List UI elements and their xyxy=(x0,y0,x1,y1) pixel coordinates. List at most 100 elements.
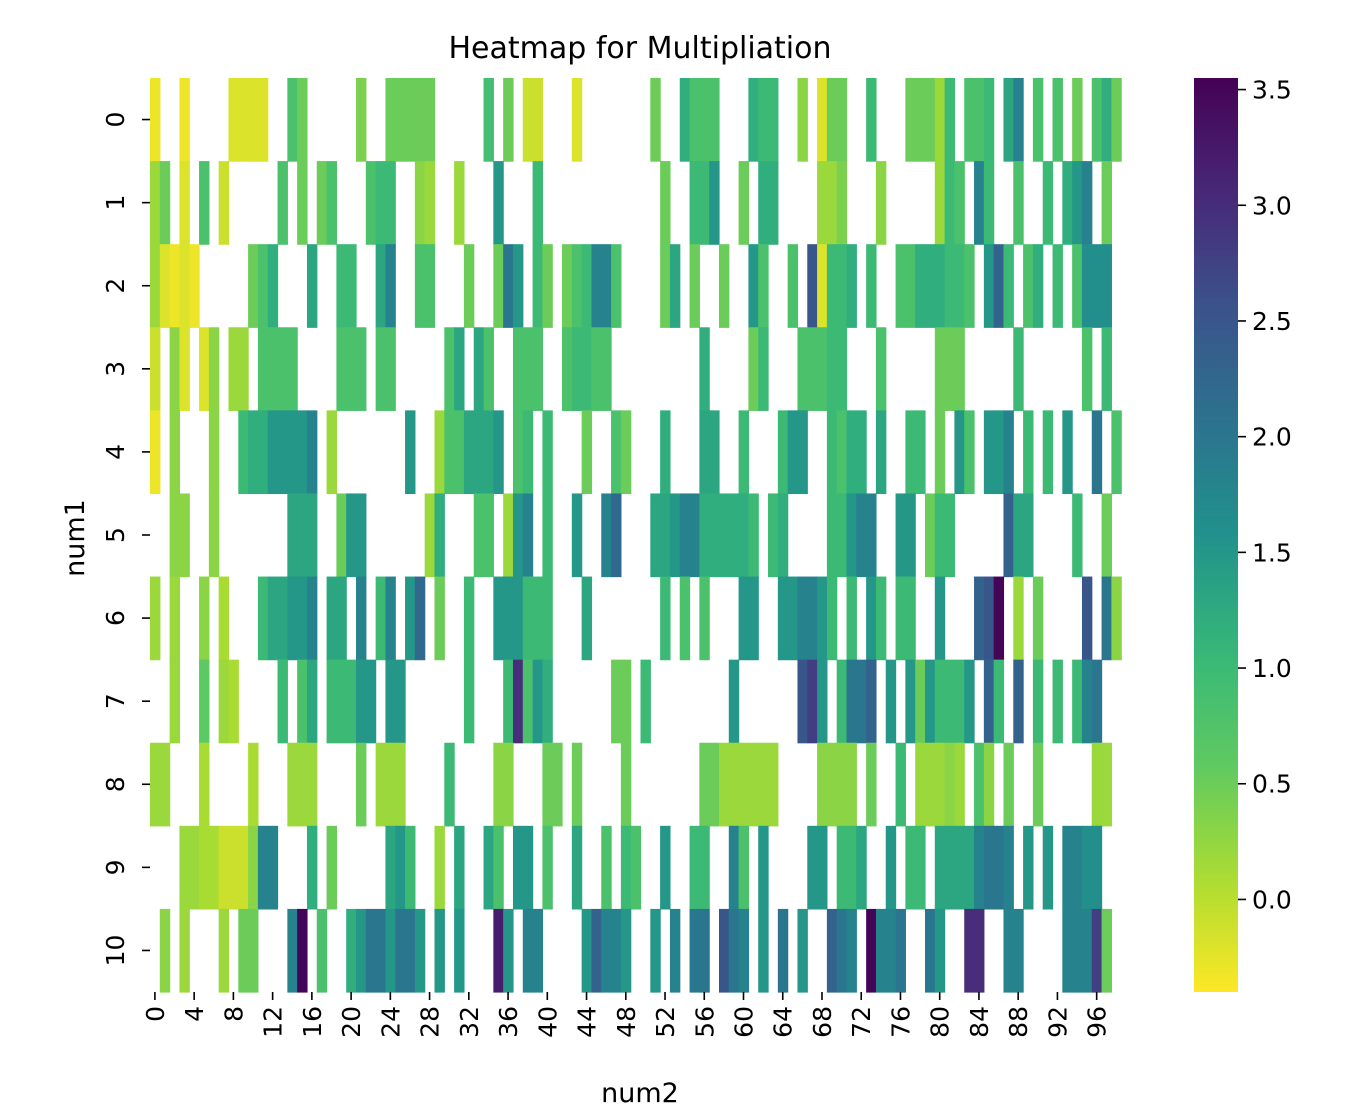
heatmap-cell xyxy=(483,825,494,910)
heatmap-cell xyxy=(434,493,445,578)
heatmap-cell xyxy=(405,576,416,661)
heatmap-cell xyxy=(768,161,779,245)
heatmap-cell xyxy=(287,908,298,993)
heatmap-cell xyxy=(159,244,171,328)
heatmap-cell xyxy=(1042,825,1054,910)
heatmap-cell xyxy=(836,244,848,328)
heatmap-cell xyxy=(257,825,269,910)
heatmap-cell xyxy=(385,825,396,910)
heatmap-cell xyxy=(1032,78,1044,162)
x-tick-label: 80 xyxy=(926,1006,955,1038)
heatmap-cell xyxy=(179,327,190,411)
heatmap-cell xyxy=(846,908,857,993)
heatmap-cell xyxy=(503,576,514,661)
heatmap-cell xyxy=(267,244,279,328)
heatmap-cell xyxy=(326,825,337,910)
heatmap-cell xyxy=(777,908,789,993)
heatmap-cell xyxy=(699,908,710,993)
heatmap-cell xyxy=(267,410,279,495)
heatmap-cell xyxy=(571,825,583,910)
y-tick-label: 9 xyxy=(101,859,130,875)
heatmap-cell xyxy=(473,410,485,495)
heatmap-cell xyxy=(1091,742,1103,827)
heatmap-cell xyxy=(581,244,593,328)
heatmap-cell xyxy=(905,410,916,495)
heatmap-cell xyxy=(336,493,347,578)
heatmap-cell xyxy=(208,327,220,411)
heatmap-cell xyxy=(169,410,181,495)
heatmap-cell xyxy=(375,908,387,993)
heatmap-cell xyxy=(385,244,396,328)
heatmap-cell xyxy=(807,244,818,328)
heatmap-cell xyxy=(297,78,308,162)
heatmap-cell xyxy=(503,742,514,827)
heatmap-cell xyxy=(915,410,926,495)
heatmap-cell xyxy=(944,161,956,245)
heatmap-cell xyxy=(1081,659,1093,744)
heatmap-cell xyxy=(169,244,181,328)
heatmap-cell xyxy=(542,493,553,578)
heatmap-cell xyxy=(532,161,543,245)
heatmap-cell xyxy=(581,410,593,495)
heatmap-cell xyxy=(297,742,308,827)
heatmap-cell xyxy=(150,742,161,827)
heatmap-cell xyxy=(522,659,534,744)
heatmap-cell xyxy=(1091,244,1103,328)
y-tick-label: 6 xyxy=(101,610,130,626)
heatmap-cell xyxy=(169,576,181,661)
heatmap-cell xyxy=(1013,327,1024,411)
heatmap-cell xyxy=(385,908,396,993)
heatmap-cell xyxy=(542,244,553,328)
heatmap-cell xyxy=(905,244,916,328)
heatmap-cell xyxy=(414,78,426,162)
y-tick-label: 8 xyxy=(101,776,130,792)
y-tick-label: 5 xyxy=(101,527,130,543)
heatmap-cell xyxy=(826,161,838,245)
heatmap-cell xyxy=(306,410,318,495)
heatmap-cell xyxy=(836,327,848,411)
x-tick-label: 56 xyxy=(690,1006,719,1038)
heatmap-cell xyxy=(1013,161,1024,245)
heatmap-cell xyxy=(699,742,710,827)
heatmap-cell xyxy=(954,327,965,411)
heatmap-cell xyxy=(434,576,445,661)
heatmap-cell xyxy=(699,493,710,578)
heatmap-cell xyxy=(356,742,367,827)
heatmap-cell xyxy=(895,493,906,578)
heatmap-cell xyxy=(669,493,681,578)
heatmap-cell xyxy=(257,78,269,162)
heatmap-cell xyxy=(807,327,818,411)
heatmap-cell xyxy=(473,327,485,411)
heatmap-cell xyxy=(512,825,524,910)
heatmap-cell xyxy=(1062,161,1073,245)
heatmap-cell xyxy=(875,410,887,495)
heatmap-cell xyxy=(591,244,602,328)
heatmap-cell xyxy=(483,493,494,578)
heatmap-cell xyxy=(326,576,337,661)
heatmap-cell xyxy=(267,825,279,910)
heatmap-cell xyxy=(238,825,249,910)
heatmap-cell xyxy=(483,327,494,411)
heatmap-cell xyxy=(463,244,475,328)
heatmap-cell xyxy=(768,742,779,827)
heatmap-cell xyxy=(277,327,288,411)
heatmap-cell xyxy=(326,659,337,744)
heatmap-cell xyxy=(169,493,181,578)
heatmap-cell xyxy=(934,161,946,245)
heatmap-cell xyxy=(826,327,838,411)
x-axis-label: num2 xyxy=(601,1078,679,1109)
heatmap-cell xyxy=(866,78,877,162)
heatmap-cell xyxy=(934,742,946,827)
heatmap-cell xyxy=(915,742,926,827)
heatmap-cell xyxy=(601,244,612,328)
heatmap-cell xyxy=(434,908,445,993)
heatmap-cell xyxy=(493,825,504,910)
heatmap-cell xyxy=(356,78,367,162)
heatmap-cell xyxy=(993,410,1005,495)
y-tick-label: 7 xyxy=(101,693,130,709)
heatmap-cell xyxy=(797,659,808,744)
heatmap-cell xyxy=(1003,493,1014,578)
heatmap-cell xyxy=(807,576,818,661)
heatmap-cell xyxy=(493,410,504,495)
heatmap-cell xyxy=(974,161,985,245)
